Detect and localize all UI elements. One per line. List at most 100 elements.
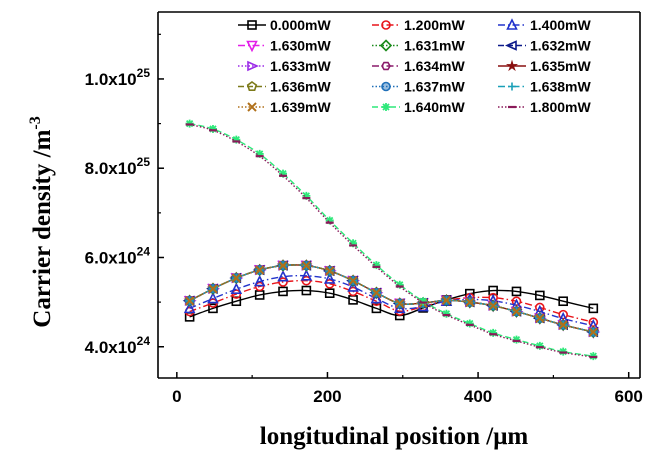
data-point — [465, 319, 474, 328]
data-point — [371, 288, 382, 298]
legend: 0.000mW 1.200mW 1.400mW 1.630mW 1.631mW 1.632… — [238, 17, 591, 115]
legend-label: 1.639mW — [270, 99, 331, 115]
series-line — [189, 264, 594, 333]
series-1.800mW — [185, 123, 598, 359]
legend-item: 1.631mW — [372, 38, 465, 54]
data-point — [301, 260, 312, 271]
legend-marker — [506, 18, 518, 30]
legend-item: 1.637mW — [372, 79, 465, 95]
data-point — [255, 149, 264, 158]
x-tick-label: 400 — [464, 387, 492, 406]
data-point — [278, 286, 288, 297]
legend-marker — [505, 59, 519, 72]
data-point — [230, 282, 243, 294]
legend-marker — [246, 81, 258, 91]
series-line — [189, 264, 594, 333]
series-line — [189, 264, 594, 333]
legend-item: 1.638mW — [498, 79, 591, 95]
legend-marker — [246, 40, 258, 53]
data-point — [535, 290, 545, 301]
data-point — [253, 274, 266, 287]
legend-label: 1.638mW — [530, 79, 591, 95]
data-point — [254, 265, 265, 275]
data-point — [323, 272, 336, 284]
series-line — [189, 264, 594, 333]
legend-label: 0.000mW — [270, 17, 331, 33]
data-point — [301, 275, 312, 286]
legend-marker — [379, 39, 393, 52]
data-point — [278, 277, 288, 287]
legend-item: 1.640mW — [372, 99, 465, 115]
x-tick-label: 600 — [615, 387, 643, 406]
legend-label: 1.636mW — [270, 79, 331, 95]
legend-label: 1.635mW — [530, 58, 591, 74]
legend-marker — [508, 82, 516, 91]
legend-item: 1.630mW — [238, 38, 331, 54]
legend-label: 1.400mW — [530, 17, 591, 33]
data-point — [395, 280, 404, 289]
series-line — [189, 123, 594, 358]
data-point — [325, 216, 334, 225]
series-1.639mW — [184, 260, 599, 337]
data-point — [465, 297, 475, 307]
data-point — [489, 328, 498, 337]
axes: 0 200 400 600 4.0x1024 6.0x1024 8.0x1025 1.0x10… — [85, 11, 643, 406]
y-axis-title-exponent: -3 — [27, 116, 44, 129]
data-point — [324, 279, 335, 289]
series-line — [189, 264, 594, 333]
data-point — [535, 313, 545, 323]
legend-marker — [381, 61, 391, 71]
data-point — [184, 296, 195, 306]
y-tick-label: 4.0x1024 — [85, 334, 151, 357]
legend-label: 1.800mW — [530, 99, 591, 115]
data-point — [535, 341, 544, 350]
data-point — [231, 273, 242, 283]
data-point — [488, 300, 498, 311]
data-point — [279, 169, 288, 178]
series-layer — [182, 119, 601, 361]
data-point — [441, 295, 452, 306]
data-point — [277, 269, 289, 282]
data-point — [325, 266, 335, 276]
legend-item: 0.000mW — [238, 17, 331, 33]
data-point — [232, 135, 241, 144]
data-point — [349, 239, 358, 248]
data-point — [231, 296, 242, 307]
legend-item: 1.200mW — [372, 17, 465, 33]
data-point — [302, 191, 311, 200]
data-point — [183, 301, 196, 314]
legend-label: 1.631mW — [404, 38, 465, 54]
legend-label: 1.630mW — [270, 38, 331, 54]
series-line — [189, 289, 594, 318]
y-tick-label: 8.0x1025 — [85, 155, 151, 178]
data-point — [207, 291, 219, 304]
data-point — [558, 296, 568, 307]
legend-label: 1.633mW — [270, 58, 331, 74]
legend-item: 1.632mW — [498, 38, 591, 54]
data-point — [511, 286, 522, 297]
legend-label: 1.634mW — [404, 58, 465, 74]
data-point — [588, 327, 599, 337]
legend-marker — [505, 40, 517, 51]
data-point — [588, 303, 599, 314]
data-point — [301, 285, 312, 296]
legend-marker — [247, 20, 257, 30]
data-point — [372, 261, 381, 270]
data-point — [419, 297, 428, 306]
legend-item: 1.400mW — [498, 17, 591, 33]
legend-label: 1.637mW — [404, 79, 465, 95]
data-point — [347, 280, 359, 292]
series-line — [189, 264, 594, 333]
data-point — [371, 303, 382, 314]
legend-marker — [247, 102, 257, 112]
legend-label: 1.200mW — [404, 17, 465, 33]
data-point — [558, 320, 568, 330]
legend-marker — [382, 103, 390, 111]
legend-marker — [247, 60, 259, 72]
legend-label: 1.632mW — [530, 38, 591, 54]
data-point — [231, 289, 242, 299]
y-tick-label: 6.0x1024 — [85, 244, 151, 267]
series-line — [189, 279, 594, 323]
data-point — [254, 281, 265, 292]
